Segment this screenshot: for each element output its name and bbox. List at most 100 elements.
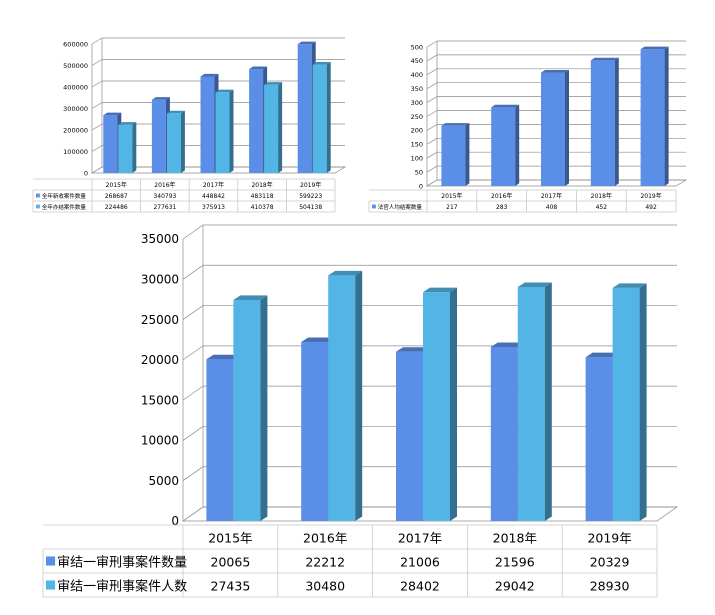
bar: [215, 89, 234, 173]
x-tick-label: 2019年: [640, 192, 661, 200]
legend-label: 审结一审刑事案件数量: [57, 555, 187, 570]
bar-top: [151, 97, 170, 100]
gridline-slant: [182, 224, 204, 240]
bar-side: [180, 110, 185, 173]
bar-front: [441, 125, 466, 186]
bar: [640, 46, 669, 187]
data-label: 277631: [153, 204, 176, 211]
bar-side: [260, 295, 268, 521]
y-tick-label: 400: [411, 71, 423, 79]
gridline-slant: [426, 54, 438, 62]
gridline-slant: [182, 385, 204, 401]
bar-front: [491, 107, 516, 186]
bar-side: [326, 62, 331, 173]
gridline-slant: [91, 80, 103, 88]
bar-side: [355, 270, 363, 521]
y-tick-label: 25000: [141, 313, 179, 327]
gridline-slant: [426, 82, 438, 90]
data-label: 21596: [495, 554, 535, 569]
y-tick-label: 150: [411, 141, 423, 149]
bar-top: [200, 73, 219, 77]
bar-front: [612, 287, 640, 521]
y-tick-label: 35000: [141, 232, 179, 246]
x-tick-label: 2019年: [300, 181, 321, 189]
y-tick-label: 10000: [141, 434, 179, 448]
bar-side: [664, 46, 669, 187]
gridline-slant: [426, 110, 438, 117]
bar: [441, 123, 470, 186]
bar-front: [517, 287, 545, 521]
bar-side: [278, 82, 283, 173]
data-label: 217: [446, 204, 458, 211]
bar: [233, 295, 268, 521]
gridline-slant: [426, 124, 438, 131]
bar-side: [450, 287, 457, 521]
data-label: 492: [645, 204, 657, 211]
data-label: 483118: [251, 193, 274, 200]
bar-top: [590, 57, 619, 61]
y-tick-label: 600000: [63, 40, 88, 48]
bar-top: [103, 112, 122, 116]
bar: [118, 122, 137, 173]
bar-top: [328, 270, 363, 276]
bar-top: [490, 342, 525, 347]
bar-side: [465, 123, 470, 186]
bar-top: [640, 46, 669, 50]
gridline-slant: [182, 466, 204, 482]
data-label: 599223: [299, 193, 322, 200]
chart-1: 0 100000 200000 300000 400000 500000 600000 201…: [32, 37, 347, 213]
legend-label: 审结一审刑事案件人数: [57, 579, 187, 594]
y-tick-label: 350: [411, 85, 423, 93]
data-label: 29042: [495, 578, 535, 593]
data-label: 20065: [211, 554, 251, 569]
bar-top: [423, 287, 457, 293]
data-label: 27435: [211, 578, 251, 593]
y-tick-label: 0: [171, 514, 179, 528]
x-tick-label: 2015年: [208, 530, 252, 545]
bar: [517, 282, 552, 521]
data-label: 28402: [400, 578, 440, 593]
legend-label: 法官人均结案数量: [378, 203, 423, 211]
data-label: 408: [546, 204, 558, 211]
bar-side: [132, 122, 137, 173]
legend-swatch: [46, 556, 56, 566]
data-label: 20329: [590, 554, 630, 569]
bar-top: [541, 69, 569, 73]
bar-front: [490, 346, 518, 521]
data-label: 448842: [202, 193, 225, 200]
bar-front: [312, 64, 327, 173]
bar-top: [297, 41, 316, 45]
y-tick-label: 300000: [63, 105, 88, 113]
x-tick-label: 2016年: [154, 181, 175, 189]
bar-side: [544, 282, 552, 521]
gridline-slant: [426, 40, 438, 48]
bar: [264, 82, 283, 173]
data-label: 22212: [305, 554, 345, 569]
gridline-slant: [426, 68, 438, 76]
x-tick-label: 2015年: [106, 181, 127, 189]
bar-top: [612, 283, 647, 288]
bar-front: [590, 60, 615, 186]
y-tick-label: 0: [419, 182, 423, 190]
bar-side: [639, 283, 647, 521]
bar-front: [585, 357, 613, 521]
x-tick-label: 2017年: [203, 181, 224, 189]
bar-front: [118, 124, 133, 173]
x-tick-label: 2017年: [398, 530, 442, 545]
bar-top: [585, 352, 620, 358]
bar-front: [396, 351, 423, 521]
chart-3: 0 5000 10000 15000 20000 25000 30000 35000 2015年…: [42, 224, 679, 598]
bar-top: [517, 282, 552, 288]
data-label: 268687: [105, 193, 128, 200]
y-tick-label: 30000: [141, 272, 179, 286]
bar-front: [151, 99, 166, 173]
y-tick-label: 250: [411, 113, 423, 121]
y-tick-label: 450: [411, 57, 423, 65]
gridline-slant: [91, 145, 103, 152]
y-tick-label: 100000: [63, 148, 88, 156]
x-tick-label: 2017年: [541, 192, 562, 200]
bar-front: [166, 113, 181, 173]
bar-front: [103, 115, 118, 173]
data-label: 340793: [153, 193, 176, 200]
